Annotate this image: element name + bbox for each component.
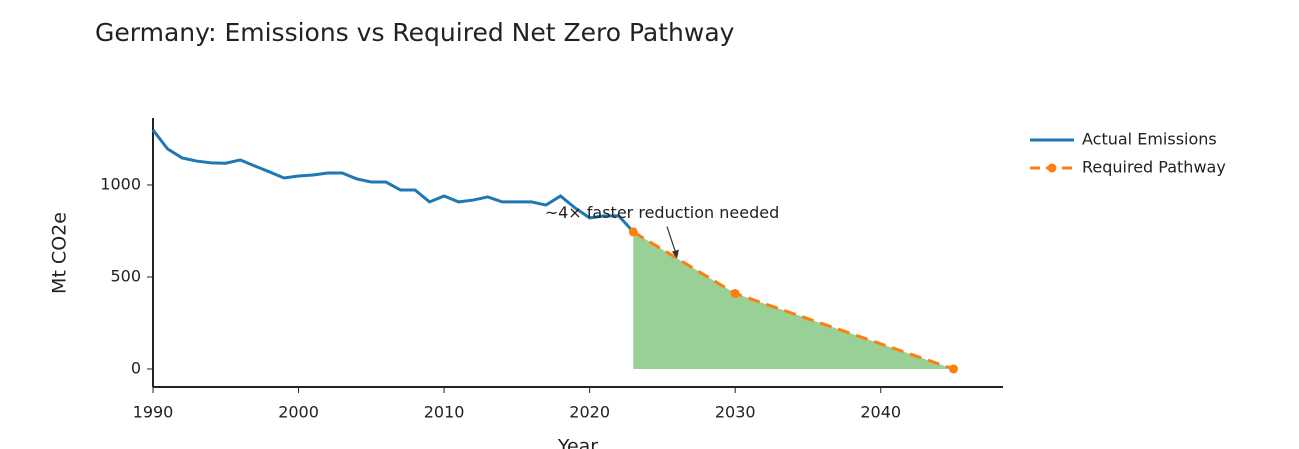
- marker: [628, 227, 638, 237]
- x-axis-title: Year: [557, 436, 598, 449]
- annotation-arrowhead: [671, 249, 679, 259]
- y-tick-label: 500: [110, 266, 141, 285]
- legend-marker: [1047, 163, 1057, 173]
- chart-title: Germany: Emissions vs Required Net Zero …: [95, 18, 735, 47]
- marker: [949, 364, 959, 374]
- y-tick-label: 1000: [100, 174, 141, 193]
- x-tick-label: 2030: [715, 403, 756, 422]
- y-tick-label: 0: [131, 358, 141, 377]
- x-tick-label: 1990: [133, 403, 174, 422]
- x-tick-label: 2000: [278, 403, 319, 422]
- x-tick-label: 2040: [860, 403, 901, 422]
- annotation: ~4× faster reduction needed: [545, 203, 780, 222]
- x-tick-label: 2010: [424, 403, 465, 422]
- line: [151, 129, 635, 233]
- x-tick-label: 2020: [569, 403, 610, 422]
- legend-label: Actual Emissions: [1082, 130, 1217, 149]
- y-axis-title: Mt CO2e: [49, 212, 71, 294]
- legend-label: Required Pathway: [1082, 158, 1226, 177]
- marker: [730, 289, 740, 299]
- area-fill: [633, 231, 954, 369]
